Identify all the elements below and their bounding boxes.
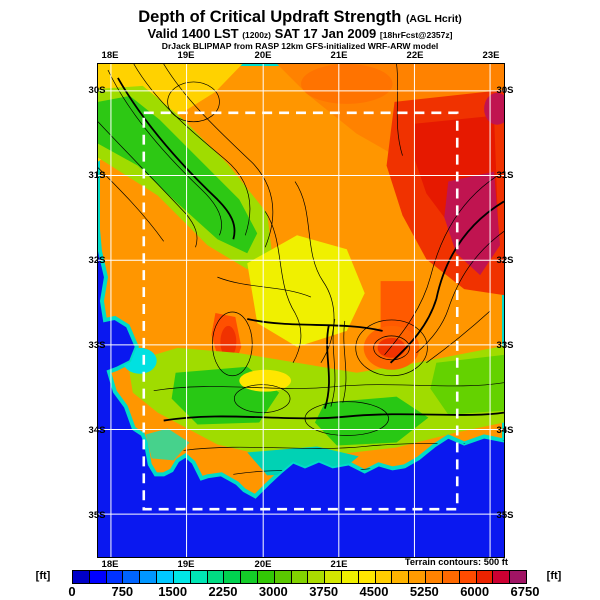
axis-label-top-22E: 22E [406,50,424,61]
axis-label-bottom-19E: 19E [177,559,195,570]
colorbar-tick-6000: 6000 [460,584,490,599]
colorbar-cell-0 [73,571,90,583]
colorbar [72,570,527,584]
axis-label-left-32S: 32S [88,255,106,266]
colorbar-cell-13 [291,571,309,583]
colorbar-tick-0: 0 [68,584,76,599]
latlon-grid [98,64,504,557]
colorbar-tick-1500: 1500 [158,584,188,599]
model-info-line: DrJack BLIPMAP from RASP 12km GFS-initia… [161,41,439,51]
colorbar-tick-2250: 2250 [208,584,238,599]
axis-label-top-21E: 21E [330,50,348,61]
colorbar-cell-25 [493,571,511,583]
colorbar-unit-left: [ft] [35,570,51,582]
axis-label-left-31S: 31S [88,170,106,181]
terrain-contours-note: Terrain contours: 500 ft [404,557,508,567]
colorbar-tick-6750: 6750 [510,584,540,599]
colorbar-cell-20 [409,571,427,583]
colorbar-tick-5250: 5250 [409,584,439,599]
colorbar-cell-26 [510,571,526,583]
contour-map [98,64,504,557]
colorbar-cell-19 [392,571,410,583]
axis-label-right-32S: 32S [496,255,514,266]
colorbar-cell-22 [442,571,460,583]
axis-label-top-20E: 20E [254,50,272,61]
map-plot-area [97,63,505,558]
axis-label-top-23E: 23E [482,50,500,61]
page-title: Depth of Critical Updraft Strength (AGL … [0,8,600,27]
axis-label-left-30S: 30S [88,85,106,96]
valid-small-1: (1200z) [242,30,272,40]
axis-label-bottom-18E: 18E [101,559,119,570]
axis-label-bottom-21E: 21E [330,559,348,570]
colorbar-cell-16 [342,571,359,583]
valid-time-line: Valid 1400 LST (1200z) SAT 17 Jan 2009 [… [0,26,600,41]
colorbar-cell-4 [140,571,158,583]
axis-label-left-34S: 34S [88,425,106,436]
colorbar-cell-11 [257,571,275,583]
colorbar-tick-750: 750 [111,584,134,599]
title-suffix: (AGL Hcrit) [405,13,462,25]
axis-label-right-31S: 31S [496,170,514,181]
axis-label-bottom-20E: 20E [254,559,272,570]
colorbar-cell-12 [274,571,292,583]
colorbar-tick-4500: 4500 [359,584,389,599]
axis-label-right-35S: 35S [496,510,514,521]
axis-label-right-30S: 30S [496,85,514,96]
colorbar-cell-2 [106,571,124,583]
title-main: Depth of Critical Updraft Strength [138,8,402,26]
model-domain-box [142,111,459,511]
colorbar-cell-6 [173,571,191,583]
colorbar-cell-24 [476,571,494,583]
valid-main-1: Valid 1400 LST [147,26,239,41]
colorbar-cell-8 [207,571,225,583]
colorbar-cell-10 [241,571,258,583]
colorbar-tick-3000: 3000 [258,584,288,599]
colorbar-cell-21 [426,571,443,583]
axis-label-right-33S: 33S [496,340,514,351]
colorbar-cell-7 [190,571,208,583]
axis-label-left-33S: 33S [88,340,106,351]
colorbar-cell-5 [157,571,174,583]
colorbar-cell-9 [224,571,242,583]
colorbar-cell-14 [308,571,326,583]
axis-label-left-35S: 35S [88,510,106,521]
valid-small-2: [18hrFcst@2357z] [379,30,453,40]
colorbar-tick-3750: 3750 [309,584,339,599]
valid-main-2: SAT 17 Jan 2009 [274,26,377,41]
colorbar-cell-15 [325,571,342,583]
colorbar-cell-3 [123,571,141,583]
colorbar-cell-1 [89,571,107,583]
axis-label-top-18E: 18E [101,50,119,61]
colorbar-cell-18 [375,571,393,583]
colorbar-cell-23 [459,571,477,583]
colorbar-unit-right: [ft] [546,570,562,582]
axis-label-top-19E: 19E [177,50,195,61]
axis-label-right-34S: 34S [496,425,514,436]
colorbar-cell-17 [358,571,376,583]
